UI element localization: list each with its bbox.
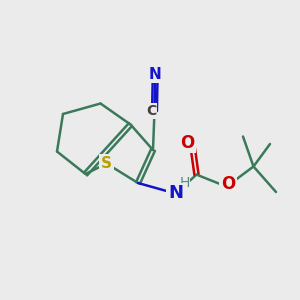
Text: O: O xyxy=(180,134,195,152)
Text: C: C xyxy=(146,104,156,118)
Text: N: N xyxy=(149,67,161,82)
Text: S: S xyxy=(101,156,112,171)
Text: N: N xyxy=(168,184,183,202)
Text: H: H xyxy=(179,176,190,190)
Text: O: O xyxy=(221,175,235,193)
